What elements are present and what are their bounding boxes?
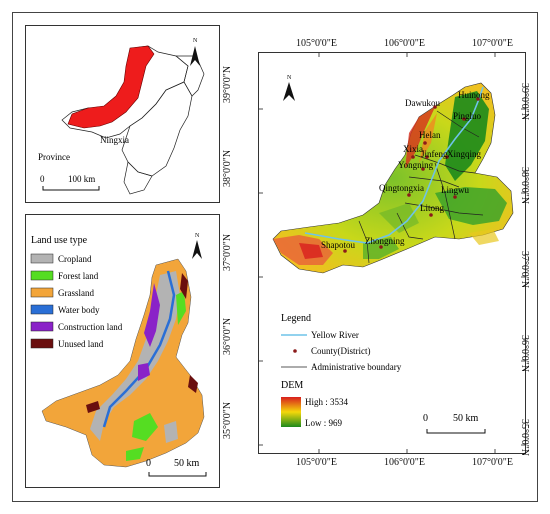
svg-text:50 km: 50 km [174, 458, 200, 469]
lat-label-right-38: 38°0'0"N [519, 167, 530, 205]
legend-title: Legend [281, 313, 311, 324]
swatch-water [30, 304, 54, 315]
legend-water: Water body [58, 305, 100, 315]
dem-map: Huinong Dawukou Pingluo Helan Xixia Jinf… [259, 53, 525, 453]
admin-boundaries [358, 110, 484, 264]
place-jinfeng: Jinfeng [421, 149, 448, 159]
svg-text:N: N [195, 233, 200, 239]
inset-north-arrow: N [190, 38, 200, 66]
place-shapotou: Shapotou [321, 240, 356, 250]
landuse-scale-bar: 0 50 km [146, 458, 207, 477]
swatch-unused [30, 338, 54, 349]
yellow-river [304, 86, 484, 244]
inset-map: N Ningxia Province 0 100 km [38, 38, 205, 195]
lat-label-right-39: 39°0'0"N [519, 83, 530, 121]
place-xingqing: Xingqing [447, 149, 482, 159]
swatch-construction [30, 321, 54, 332]
svg-text:100 km: 100 km [68, 174, 95, 184]
legend-county-dot [293, 349, 297, 353]
landuse-panel: Land use type N Cropland Forest land Gra… [25, 214, 220, 488]
place-qingtongxia: Qingtongxia [379, 183, 424, 193]
svg-text:0: 0 [40, 174, 45, 184]
landuse-legend-title: Land use type [31, 235, 88, 246]
dem-high: High : 3534 [305, 397, 349, 407]
place-zhongning: Zhongning [365, 236, 405, 246]
swatch-forest [30, 270, 54, 281]
lon-label-top-107: 107°0'0"E [472, 38, 513, 49]
legend-boundary: Administrative boundary [311, 362, 402, 372]
lon-label-top-105: 105°0'0"E [296, 38, 337, 49]
ningxia-region [67, 45, 155, 129]
lat-label-left-38: 38°0'0"N [222, 149, 233, 187]
place-litong: Litong [420, 203, 444, 213]
dem-scale-bar: 0 50 km [423, 413, 486, 434]
place-dawukou: Dawukou [405, 98, 440, 108]
landuse-north-arrow: N [192, 233, 202, 259]
dem-panel: Huinong Dawukou Pingluo Helan Xixia Jinf… [258, 52, 526, 454]
landuse-region [41, 258, 205, 468]
swatch-grassland [30, 287, 54, 298]
swatch-cropland [30, 253, 54, 264]
legend-grassland: Grassland [58, 288, 94, 298]
legend-cropland: Cropland [58, 254, 92, 264]
landuse-legend: Cropland Forest land Grassland Water bod… [30, 253, 123, 349]
place-xixia: Xixia [403, 144, 423, 154]
dem-title: DEM [281, 380, 303, 391]
legend-river: Yellow River [311, 330, 359, 340]
svg-text:50 km: 50 km [453, 413, 479, 424]
place-pingluo: Pingluo [453, 111, 482, 121]
lon-label-top-106: 106°0'0"E [384, 38, 425, 49]
lat-label-right-37: 37°0'0"N [519, 251, 530, 289]
place-huinong: Huinong [458, 90, 490, 100]
legend-forest: Forest land [58, 271, 99, 281]
ningxia-label: Ningxia [100, 135, 129, 145]
dem-north-arrow: N [283, 75, 295, 101]
graticule-ticks [259, 53, 525, 453]
inset-panel: N Ningxia Province 0 100 km [25, 25, 220, 203]
place-helan: Helan [419, 130, 441, 140]
lat-label-left-37: 37°0'0"N [222, 233, 233, 271]
landuse-map: Land use type N Cropland Forest land Gra… [30, 233, 207, 477]
dem-color-ramp [281, 397, 301, 427]
legend-construction: Construction land [58, 322, 123, 332]
svg-text:0: 0 [423, 413, 428, 424]
lat-label-right-35: 35°0'0"N [519, 419, 530, 457]
legend-county: County(District) [311, 346, 371, 356]
place-lingwu: Lingwu [441, 185, 469, 195]
svg-text:N: N [193, 38, 198, 44]
legend-unused: Unused land [58, 339, 104, 349]
province-legend-label: Province [38, 152, 70, 162]
lat-label-right-36: 36°0'0"N [519, 335, 530, 373]
lat-label-left-35: 35°0'0"N [222, 401, 233, 439]
svg-text:N: N [287, 75, 292, 81]
dem-region [272, 82, 514, 274]
place-yongning: Yongning [398, 160, 434, 170]
svg-text:0: 0 [146, 458, 151, 469]
lon-label-bottom-107: 107°0'0"E [472, 457, 513, 468]
dem-low: Low : 969 [305, 418, 342, 428]
lon-label-bottom-106: 106°0'0"E [384, 457, 425, 468]
inset-scale-bar: 0 100 km [40, 174, 100, 191]
county-points [343, 97, 480, 253]
dem-legend: Legend Yellow River County(District) Adm… [281, 313, 402, 428]
figure-frame [12, 12, 538, 502]
lat-label-left-39: 39°0'0"N [222, 65, 233, 103]
place-labels: Huinong Dawukou Pingluo Helan Xixia Jinf… [321, 90, 490, 250]
lat-label-left-36: 36°0'0"N [222, 317, 233, 355]
lon-label-bottom-105: 105°0'0"E [296, 457, 337, 468]
